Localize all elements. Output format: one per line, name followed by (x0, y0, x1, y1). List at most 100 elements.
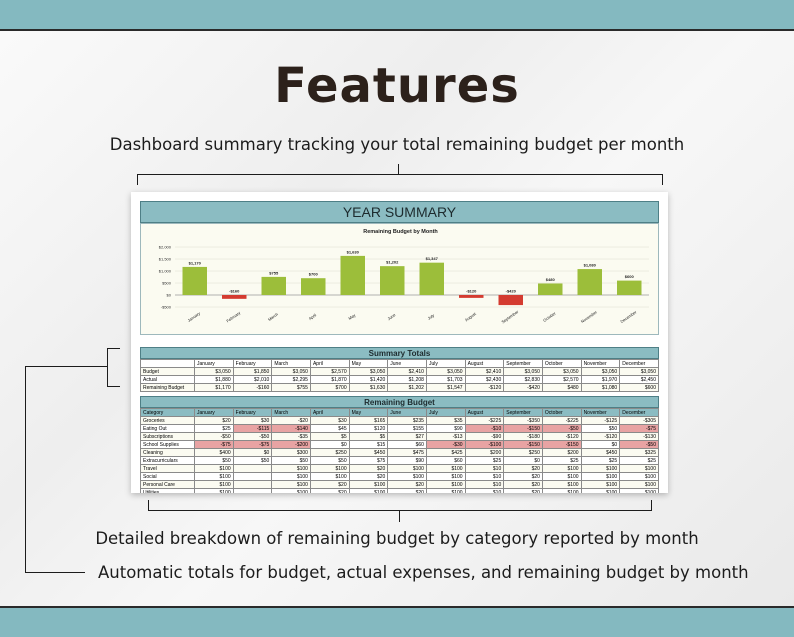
table-cell[interactable]: -$50 (619, 440, 659, 449)
table-cell[interactable]: $10 (464, 488, 505, 493)
table-cell[interactable]: $200 (464, 448, 505, 457)
table-cell[interactable]: -$350 (503, 416, 543, 425)
table-cell[interactable]: $100 (541, 472, 582, 481)
table-cell[interactable]: $3,050 (271, 367, 311, 376)
table-cell[interactable]: $2,570 (309, 367, 350, 376)
row-label[interactable]: School Supplies (140, 440, 195, 449)
table-cell[interactable]: $35 (425, 416, 466, 425)
table-cell[interactable]: $100 (580, 480, 621, 489)
row-label[interactable]: Remaining Budget (140, 383, 195, 392)
table-cell[interactable]: $75 (348, 456, 389, 465)
table-cell[interactable]: $450 (348, 448, 389, 457)
table-cell[interactable]: $100 (387, 464, 427, 473)
row-label[interactable]: Groceries (140, 416, 195, 425)
table-cell[interactable]: $480 (541, 383, 582, 392)
table-cell[interactable]: $50 (232, 456, 273, 465)
table-cell[interactable]: $1,420 (348, 375, 389, 384)
table-cell[interactable]: $100 (580, 488, 621, 493)
table-cell[interactable]: -$150 (541, 440, 582, 449)
table-cell[interactable]: -$120 (541, 432, 582, 441)
table-cell[interactable]: $1,170 (194, 383, 234, 392)
table-cell[interactable]: $45 (309, 424, 350, 433)
table-cell[interactable]: -$100 (464, 440, 505, 449)
table-cell[interactable]: $10 (464, 480, 505, 489)
table-cell[interactable]: -$305 (619, 416, 659, 425)
row-label[interactable]: Actual (140, 375, 195, 384)
table-cell[interactable]: $1,703 (425, 375, 466, 384)
table-cell[interactable]: -$75 (619, 424, 659, 433)
table-cell[interactable]: $2,570 (541, 375, 582, 384)
table-cell[interactable]: $250 (309, 448, 350, 457)
table-cell[interactable] (232, 480, 273, 489)
table-cell[interactable]: $100 (194, 464, 234, 473)
table-cell[interactable]: $100 (271, 464, 311, 473)
table-cell[interactable]: $20 (503, 488, 543, 493)
table-cell[interactable]: -$30 (425, 440, 466, 449)
table-cell[interactable]: $100 (425, 480, 466, 489)
table-cell[interactable]: $165 (348, 416, 389, 425)
table-cell[interactable]: $100 (309, 472, 350, 481)
table-cell[interactable]: $0 (309, 440, 350, 449)
table-cell[interactable]: -$50 (232, 432, 273, 441)
table-cell[interactable]: $2,295 (271, 375, 311, 384)
table-cell[interactable]: $100 (194, 472, 234, 481)
table-cell[interactable]: $3,050 (541, 367, 582, 376)
table-cell[interactable]: $425 (425, 448, 466, 457)
row-label[interactable]: Subscriptions (140, 432, 195, 441)
table-cell[interactable]: $27 (387, 432, 427, 441)
table-cell[interactable] (232, 472, 273, 481)
table-cell[interactable]: -$10 (464, 424, 505, 433)
row-label[interactable]: Utilities (140, 488, 195, 493)
table-cell[interactable]: $475 (387, 448, 427, 457)
table-cell[interactable]: $100 (271, 488, 311, 493)
table-cell[interactable]: $60 (425, 456, 466, 465)
table-cell[interactable]: $100 (309, 464, 350, 473)
table-cell[interactable]: $100 (425, 464, 466, 473)
row-label[interactable]: Extracurriculars (140, 456, 195, 465)
table-cell[interactable]: $100 (580, 464, 621, 473)
table-cell[interactable]: $3,050 (194, 367, 234, 376)
table-cell[interactable]: $100 (348, 488, 389, 493)
table-cell[interactable]: -$225 (464, 416, 505, 425)
table-cell[interactable]: $1,208 (387, 375, 427, 384)
table-cell[interactable]: $60 (387, 440, 427, 449)
table-cell[interactable]: $0 (232, 448, 273, 457)
table-cell[interactable]: $20 (309, 480, 350, 489)
table-cell[interactable]: $2,450 (619, 375, 659, 384)
table-cell[interactable]: -$13 (425, 432, 466, 441)
table-cell[interactable]: $20 (387, 488, 427, 493)
table-cell[interactable]: $20 (503, 480, 543, 489)
table-cell[interactable]: -$200 (271, 440, 311, 449)
row-label[interactable]: Personal Care (140, 480, 195, 489)
table-cell[interactable]: $100 (619, 480, 659, 489)
table-cell[interactable]: $20 (194, 416, 234, 425)
row-label[interactable]: Cleaning (140, 448, 195, 457)
table-cell[interactable]: $100 (194, 480, 234, 489)
table-cell[interactable]: $120 (348, 424, 389, 433)
table-cell[interactable]: -$150 (503, 424, 543, 433)
table-cell[interactable]: -$125 (580, 416, 621, 425)
table-cell[interactable]: $100 (619, 464, 659, 473)
table-cell[interactable]: $700 (309, 383, 350, 392)
table-cell[interactable]: $600 (619, 383, 659, 392)
table-cell[interactable] (232, 488, 273, 493)
table-cell[interactable]: $1,850 (232, 367, 273, 376)
table-cell[interactable] (232, 464, 273, 473)
table-cell[interactable]: $100 (541, 488, 582, 493)
table-cell[interactable]: $1,870 (309, 375, 350, 384)
table-cell[interactable]: $20 (348, 472, 389, 481)
table-cell[interactable]: $10 (464, 472, 505, 481)
table-cell[interactable]: $2,830 (503, 375, 543, 384)
table-cell[interactable]: $5 (309, 432, 350, 441)
table-cell[interactable]: $100 (580, 472, 621, 481)
table-cell[interactable]: $100 (541, 464, 582, 473)
row-label[interactable]: Social (140, 472, 195, 481)
table-cell[interactable]: $3,050 (619, 367, 659, 376)
table-cell[interactable]: $0 (580, 440, 621, 449)
table-cell[interactable]: $100 (619, 472, 659, 481)
table-cell[interactable]: -$20 (271, 416, 311, 425)
table-cell[interactable]: $100 (387, 472, 427, 481)
table-cell[interactable]: $20 (309, 488, 350, 493)
table-cell[interactable]: $155 (387, 424, 427, 433)
table-cell[interactable]: $100 (425, 488, 466, 493)
